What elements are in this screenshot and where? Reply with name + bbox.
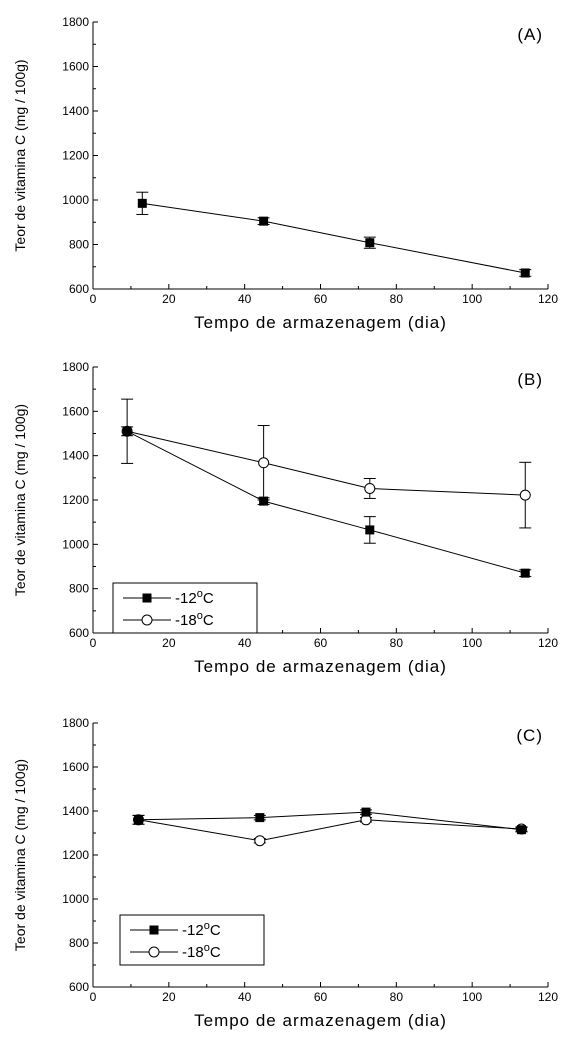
series-line	[127, 431, 525, 573]
data-point	[365, 483, 375, 493]
y-axis-title: Teor de vitamina C (mg / 100g)	[12, 759, 28, 951]
y-tick-label: 1800	[62, 360, 89, 374]
data-point	[362, 808, 371, 817]
x-tick-label: 120	[538, 636, 558, 650]
series-minus18	[133, 815, 528, 846]
x-tick-label: 80	[390, 990, 404, 1004]
legend-marker	[149, 947, 159, 957]
x-tick-label: 20	[162, 292, 176, 306]
x-tick-label: 0	[90, 990, 97, 1004]
y-axis-title: Teor de vitamina C (mg / 100g)	[12, 404, 28, 596]
x-axis-title: Tempo de armazenagem (dia)	[194, 1011, 447, 1030]
x-tick-label: 40	[238, 636, 252, 650]
panel-label: (C)	[516, 726, 543, 745]
y-tick-label: 1200	[62, 493, 89, 507]
x-tick-label: 20	[162, 990, 176, 1004]
legend: -12oC -18oC	[120, 915, 264, 965]
data-point	[259, 458, 269, 468]
x-axis-title: Tempo de armazenagem (dia)	[194, 657, 447, 676]
y-tick-label: 800	[69, 936, 89, 950]
data-point	[365, 525, 374, 534]
x-tick-label: 80	[390, 636, 404, 650]
legend: -12oC -18oC	[113, 583, 257, 633]
x-tick-label: 0	[90, 292, 97, 306]
y-tick-label: 1000	[62, 892, 89, 906]
series-minus18	[121, 399, 531, 528]
panel-c: 0 20 40 60 80 100 120 600 800 1000 1200 1400 1600 180…	[12, 716, 558, 1030]
data-point	[521, 569, 530, 578]
x-tick-label: 0	[90, 636, 97, 650]
data-point	[520, 490, 530, 500]
y-tick-label: 800	[69, 238, 89, 252]
x-tick-label: 60	[314, 990, 328, 1004]
legend-label: -18oC	[175, 610, 214, 629]
y-tick-label: 1200	[62, 149, 89, 163]
data-point	[123, 427, 132, 436]
data-point	[138, 199, 147, 208]
x-tick-label: 120	[538, 990, 558, 1004]
series-line	[142, 203, 525, 273]
x-tick-label: 100	[462, 636, 482, 650]
y-tick-label: 1400	[62, 449, 89, 463]
y-tick-label: 600	[69, 626, 89, 640]
data-point	[259, 217, 268, 226]
legend-label: -12oC	[175, 588, 214, 607]
legend-marker	[142, 615, 152, 625]
series-line	[127, 431, 525, 495]
data-point	[255, 836, 265, 846]
x-tick-label: 120	[538, 292, 558, 306]
panel-label: (A)	[517, 25, 543, 44]
data-point	[134, 815, 143, 824]
x-tick-label: 80	[390, 292, 404, 306]
panel-a: 0 20 40 60 80 100 120 600 800 1000 1200 1400 1600 180…	[12, 15, 558, 332]
x-tick-label: 60	[314, 292, 328, 306]
y-axis-title: Teor de vitamina C (mg / 100g)	[12, 59, 28, 251]
y-tick-label: 1400	[62, 804, 89, 818]
y-tick-label: 1600	[62, 60, 89, 74]
x-tick-label: 20	[162, 636, 176, 650]
y-tick-label: 1600	[62, 760, 89, 774]
x-tick-label: 40	[238, 292, 252, 306]
y-tick-label: 1000	[62, 193, 89, 207]
data-point	[517, 825, 526, 834]
series-minus12	[136, 192, 531, 277]
legend-marker	[150, 926, 159, 935]
x-axis-title: Tempo de armazenagem (dia)	[194, 313, 447, 332]
y-tick-label: 1400	[62, 104, 89, 118]
data-point	[255, 813, 264, 822]
y-tick-label: 600	[69, 980, 89, 994]
x-tick-label: 100	[462, 292, 482, 306]
y-tick-label: 1200	[62, 848, 89, 862]
legend-marker	[143, 594, 152, 603]
y-tick-label: 1800	[62, 15, 89, 29]
legend-label: -18oC	[182, 942, 221, 961]
panel-b: 0 20 40 60 80 100 120 600 800 1000 1200 1400 1600 180…	[12, 360, 558, 676]
x-tick-label: 100	[462, 990, 482, 1004]
data-point	[365, 238, 374, 247]
data-point	[259, 497, 268, 506]
legend-label: -12oC	[182, 920, 221, 939]
y-tick-label: 1000	[62, 537, 89, 551]
y-tick-label: 800	[69, 582, 89, 596]
x-tick-label: 40	[238, 990, 252, 1004]
y-tick-label: 600	[69, 282, 89, 296]
series-minus12	[121, 427, 531, 578]
panel-label: (B)	[517, 370, 543, 389]
series-minus12	[133, 808, 528, 835]
y-tick-label: 1800	[62, 716, 89, 730]
data-point	[521, 268, 530, 277]
x-tick-label: 60	[314, 636, 328, 650]
y-tick-label: 1600	[62, 404, 89, 418]
